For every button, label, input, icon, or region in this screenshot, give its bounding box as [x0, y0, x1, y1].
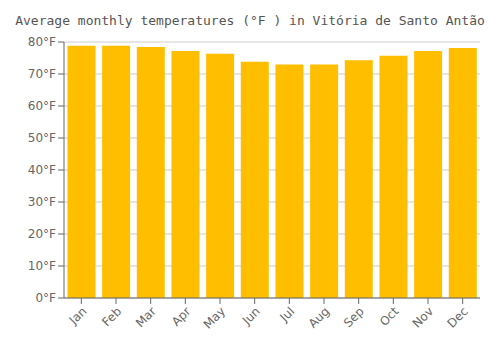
svg-text:May: May	[201, 304, 228, 331]
svg-text:60°F: 60°F	[28, 99, 56, 113]
svg-text:40°F: 40°F	[28, 163, 56, 177]
svg-text:Sep: Sep	[341, 304, 367, 330]
svg-text:Oct: Oct	[377, 304, 402, 329]
svg-text:80°F: 80°F	[28, 35, 56, 49]
svg-text:Dec: Dec	[444, 304, 470, 330]
svg-text:Apr: Apr	[169, 304, 194, 329]
svg-text:Feb: Feb	[99, 304, 124, 329]
svg-text:Jan: Jan	[66, 304, 90, 328]
svg-text:50°F: 50°F	[28, 131, 56, 145]
html-text:Average monthly temperatures (: Average monthly temperatures (°F ) in Vi…	[15, 13, 485, 28]
svg-text:Mar: Mar	[133, 304, 159, 330]
svg-text:Jul: Jul	[277, 304, 298, 325]
svg-text:Aug: Aug	[306, 304, 332, 330]
svg-text:70°F: 70°F	[28, 67, 56, 81]
svg-text:0°F: 0°F	[35, 291, 56, 305]
svg-text:30°F: 30°F	[28, 195, 56, 209]
svg-text:20°F: 20°F	[28, 227, 56, 241]
svg-text:Nov: Nov	[410, 304, 436, 330]
svg-text:10°F: 10°F	[28, 259, 56, 273]
svg-text:Jun: Jun	[239, 304, 263, 328]
